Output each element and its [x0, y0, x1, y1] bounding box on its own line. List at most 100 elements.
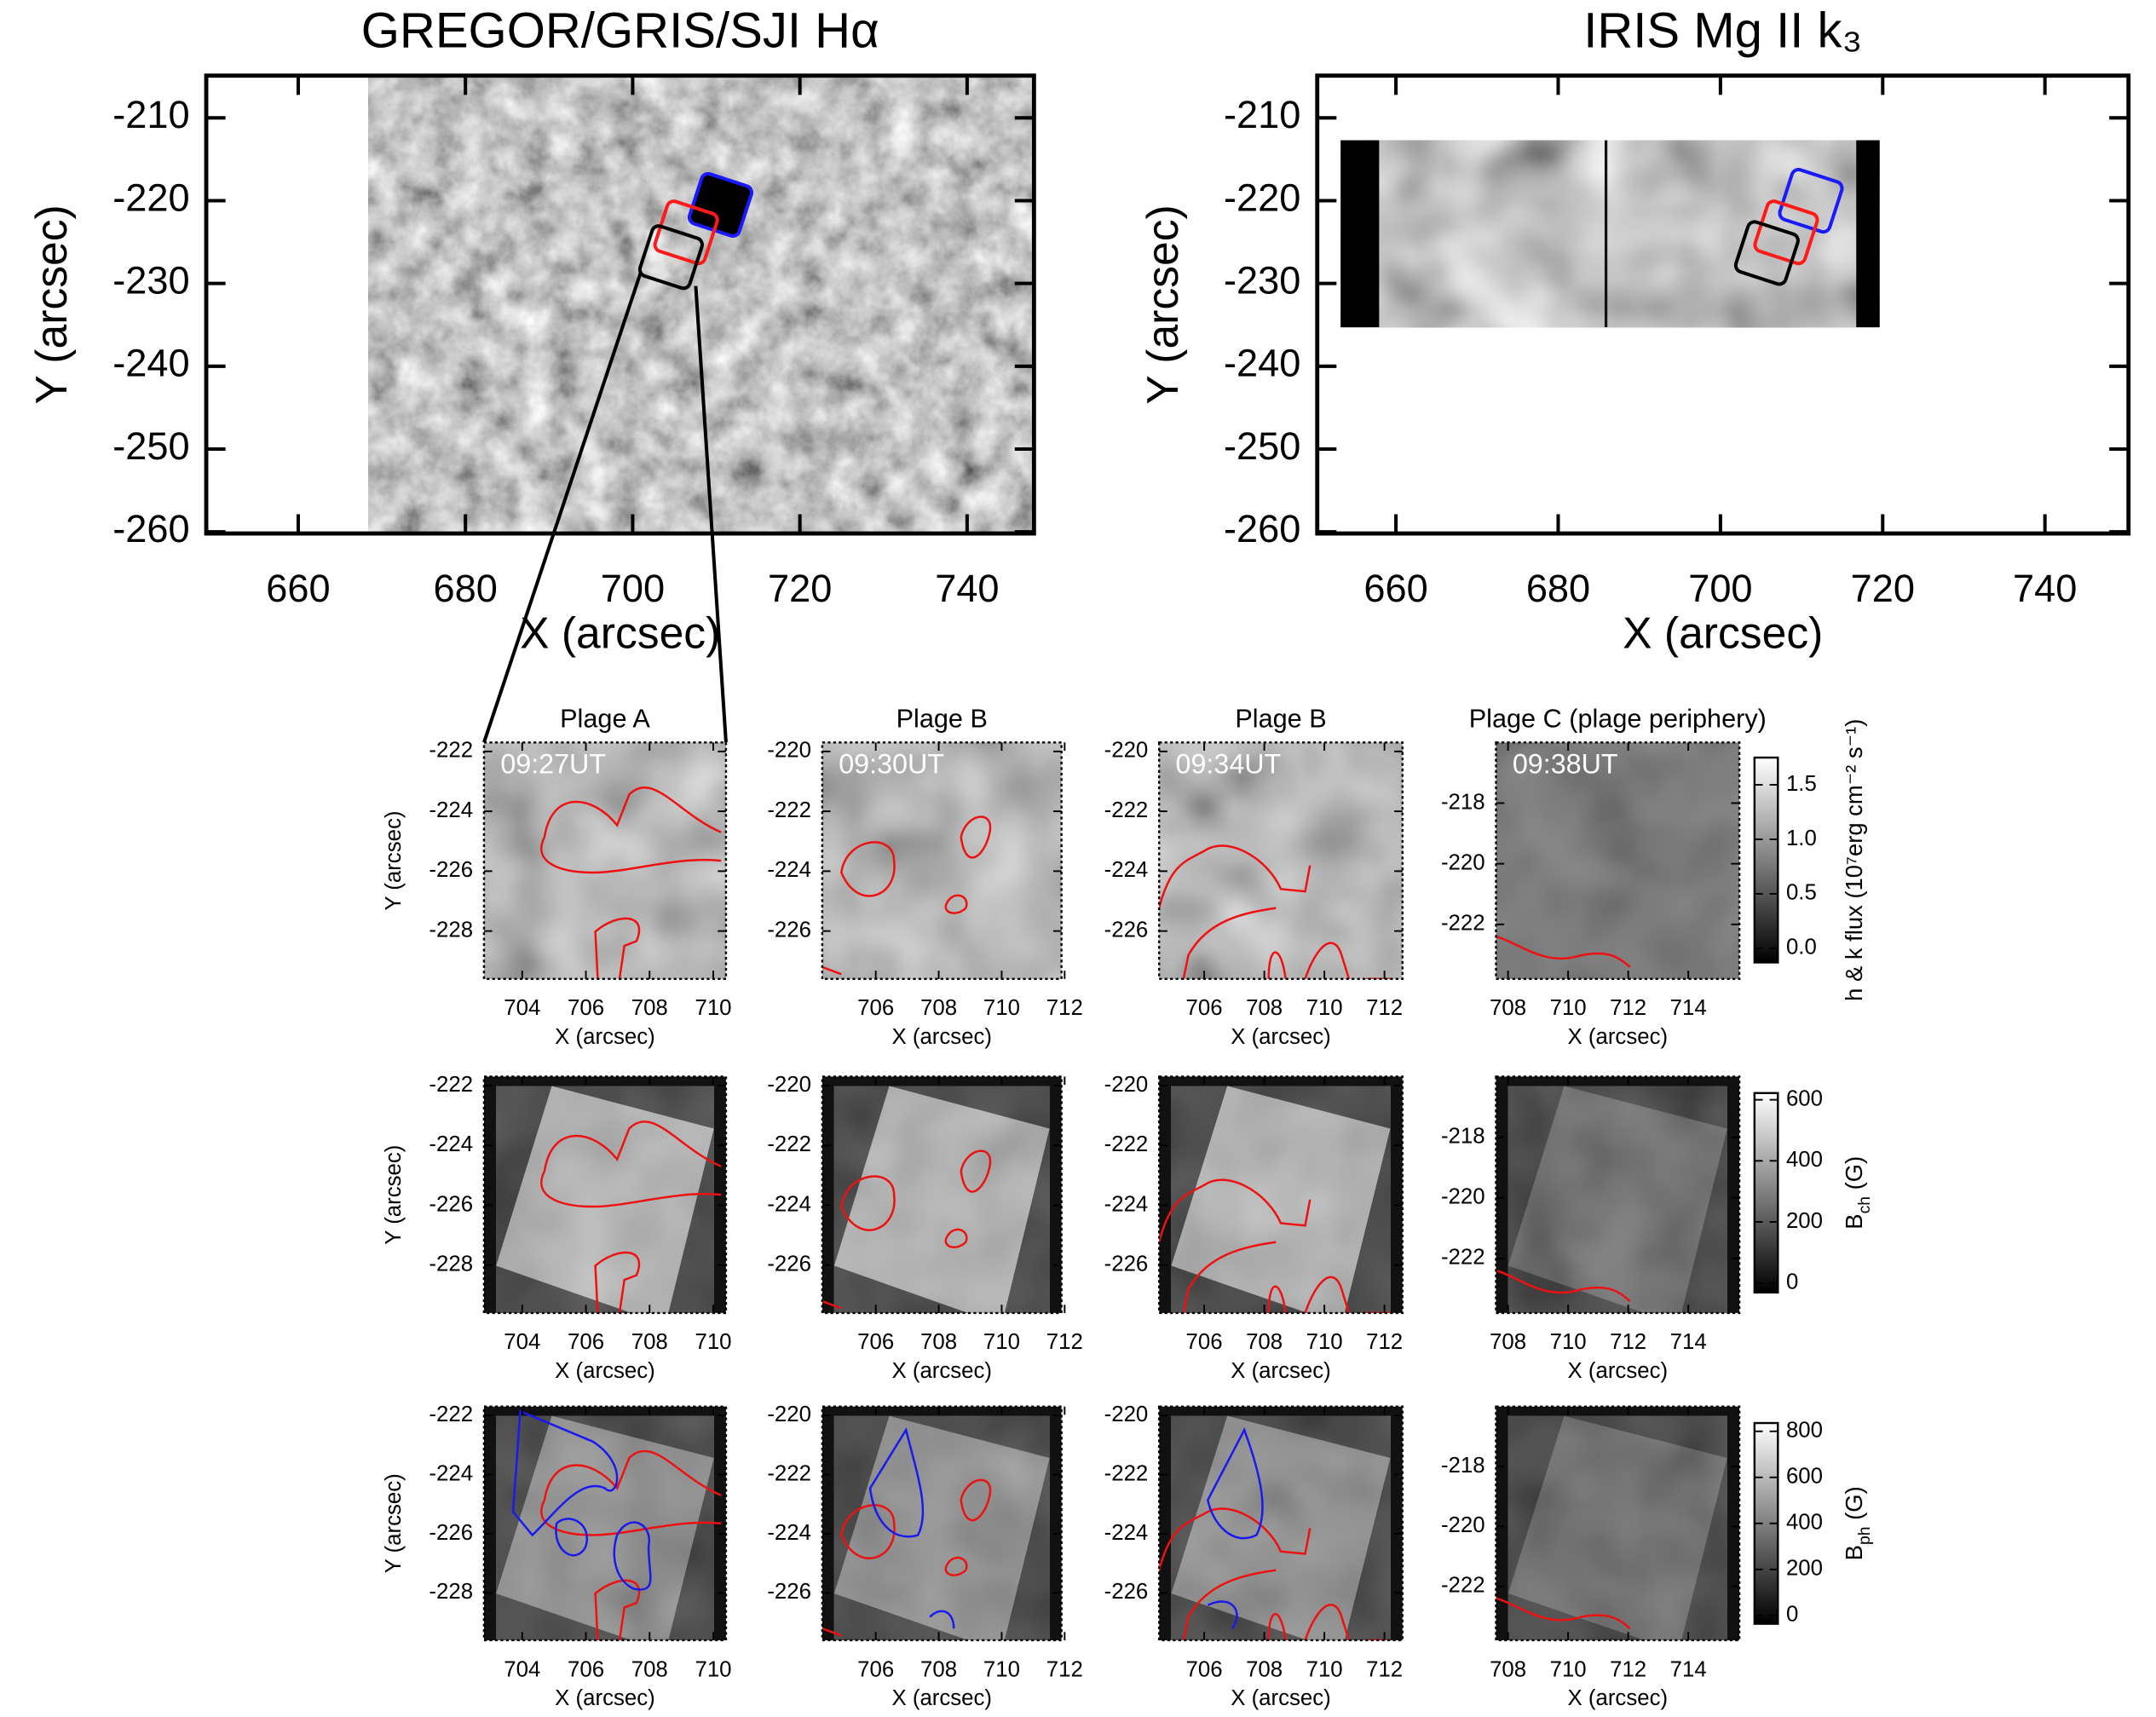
colorbar-label: Bph (G): [1842, 1486, 1875, 1560]
x-axis-label: X (arcsec): [1231, 1686, 1331, 1710]
y-tick-label: -226: [429, 1521, 473, 1545]
panel-image: [484, 1076, 726, 1324]
y-tick-label: -222: [1441, 1573, 1485, 1597]
x-axis-label: X (arcsec): [555, 1359, 655, 1383]
x-tick-label: 706: [1186, 996, 1223, 1020]
x-axis-label: X (arcsec): [1231, 1359, 1331, 1383]
y-axis-label: Y (arcsec): [26, 205, 76, 404]
x-tick-label: 712: [1046, 1330, 1083, 1354]
x-axis-label: X (arcsec): [1568, 1686, 1669, 1710]
colorbar-tick-label: 200: [1786, 1209, 1823, 1233]
panel: -218-220-222708710712714X (arcsec): [1441, 1076, 1739, 1383]
x-tick-label: 712: [1366, 1657, 1403, 1681]
colorbar: 0.00.51.01.5h & k flux (10⁷erg cm⁻² s⁻¹): [1755, 719, 1868, 1001]
colorbar-gradient: [1755, 758, 1778, 962]
y-tick-label: -226: [1104, 918, 1149, 942]
y-tick-label: -226: [767, 1253, 811, 1276]
y-tick-label: -222: [429, 1403, 473, 1426]
y-tick-label: -220: [767, 1073, 811, 1097]
y-tick-label: -220: [1224, 176, 1300, 219]
x-tick-label: 708: [1246, 1657, 1283, 1681]
colorbar-label: Bch (G): [1842, 1156, 1875, 1230]
y-tick-label: -220: [1441, 850, 1485, 874]
x-tick-label: 704: [504, 996, 540, 1020]
panel: -222-224-226-228704706708710X (arcsec)Y …: [382, 1403, 732, 1710]
x-tick-label: 700: [601, 567, 665, 610]
colorbar-tick-label: 800: [1786, 1419, 1823, 1443]
y-axis-label: Y (arcsec): [1138, 205, 1187, 404]
x-tick-label: 706: [568, 1330, 604, 1354]
x-tick-label: 706: [1186, 1330, 1223, 1354]
colorbar-tick-label: 0: [1786, 1270, 1798, 1294]
colorbar-tick-label: 400: [1786, 1511, 1823, 1535]
x-tick-label: 712: [1046, 996, 1083, 1020]
y-tick-label: -220: [1441, 1513, 1485, 1537]
x-tick-label: 680: [1526, 567, 1590, 610]
panel-title: Plage A: [560, 705, 650, 734]
colorbar-label-part: B: [1842, 1545, 1868, 1560]
y-tick-label: -260: [112, 507, 189, 550]
x-axis-label: X (arcsec): [555, 1686, 655, 1710]
timestamp: 09:38UT: [1513, 748, 1618, 779]
x-tick-label: 712: [1610, 1657, 1646, 1681]
y-tick-label: -226: [767, 918, 811, 942]
x-tick-label: 714: [1670, 996, 1707, 1020]
colorbar-label-part: B: [1842, 1213, 1868, 1229]
y-tick-label: -260: [1224, 507, 1300, 550]
sji-image: [368, 76, 1034, 533]
panel-image: [1159, 1407, 1403, 1652]
x-tick-label: 680: [434, 567, 498, 610]
x-tick-label: 706: [1186, 1657, 1223, 1681]
y-tick-label: -230: [112, 259, 189, 302]
y-tick-label: -218: [1441, 1454, 1485, 1478]
panel-title: Plage C (plage periphery): [1469, 705, 1767, 734]
x-tick-label: 714: [1670, 1330, 1707, 1354]
y-tick-label: -222: [767, 1132, 811, 1156]
colorbar-label-part: (G): [1842, 1156, 1868, 1196]
y-tick-label: -220: [767, 1403, 811, 1426]
y-tick-label: -220: [1104, 739, 1149, 763]
y-tick-label: -240: [112, 342, 189, 385]
x-tick-label: 704: [504, 1330, 540, 1354]
panel: -210-220-230-240-250-260660680700720740I…: [1138, 3, 2129, 658]
x-tick-label: 710: [1550, 996, 1587, 1020]
y-tick-label: -250: [1224, 424, 1300, 468]
x-axis-label: X (arcsec): [520, 608, 720, 658]
panel: -220-222-224-226706708710712X (arcsec): [767, 1403, 1083, 1710]
x-tick-label: 712: [1610, 1330, 1646, 1354]
x-tick-label: 720: [1851, 567, 1915, 610]
x-tick-label: 710: [1306, 1330, 1343, 1354]
colorbar-label-part: ch: [1855, 1196, 1874, 1213]
y-tick-label: -226: [429, 858, 473, 882]
x-tick-label: 708: [631, 1330, 668, 1354]
x-axis-label: X (arcsec): [1568, 1359, 1669, 1383]
x-tick-label: 704: [504, 1657, 540, 1681]
x-tick-label: 706: [568, 996, 604, 1020]
y-tick-label: -240: [1224, 342, 1300, 385]
panel-image: [822, 1407, 1062, 1652]
x-axis-label: X (arcsec): [555, 1025, 655, 1049]
x-tick-label: 706: [857, 996, 894, 1020]
y-tick-label: -220: [112, 176, 189, 219]
x-tick-label: 708: [920, 996, 957, 1020]
y-tick-label: -230: [1224, 259, 1300, 302]
panel-title: GREGOR/GRIS/SJI Hα: [361, 3, 879, 59]
x-axis-label: X (arcsec): [1231, 1025, 1331, 1049]
colorbar-label-part: (G): [1842, 1486, 1868, 1526]
x-tick-label: 706: [568, 1657, 604, 1681]
y-tick-label: -222: [429, 1073, 473, 1097]
x-tick-label: 710: [983, 996, 1020, 1020]
y-tick-label: -224: [1104, 1521, 1149, 1545]
y-tick-label: -222: [1104, 1132, 1149, 1156]
colorbar-tick-label: 400: [1786, 1148, 1823, 1172]
timestamp: 09:30UT: [839, 748, 944, 779]
panel: -220-222-224-226706708710712X (arcsec): [1104, 1073, 1404, 1383]
y-tick-label: -224: [767, 1521, 811, 1545]
colorbar-tick-label: 0: [1786, 1603, 1798, 1627]
panel-title: IRIS Mg II k₃: [1583, 3, 1862, 59]
iris-edge: [1340, 141, 1379, 327]
panel: -220-222-224-226706708710712X (arcsec): [767, 1073, 1083, 1383]
iris-edge: [1856, 141, 1879, 327]
